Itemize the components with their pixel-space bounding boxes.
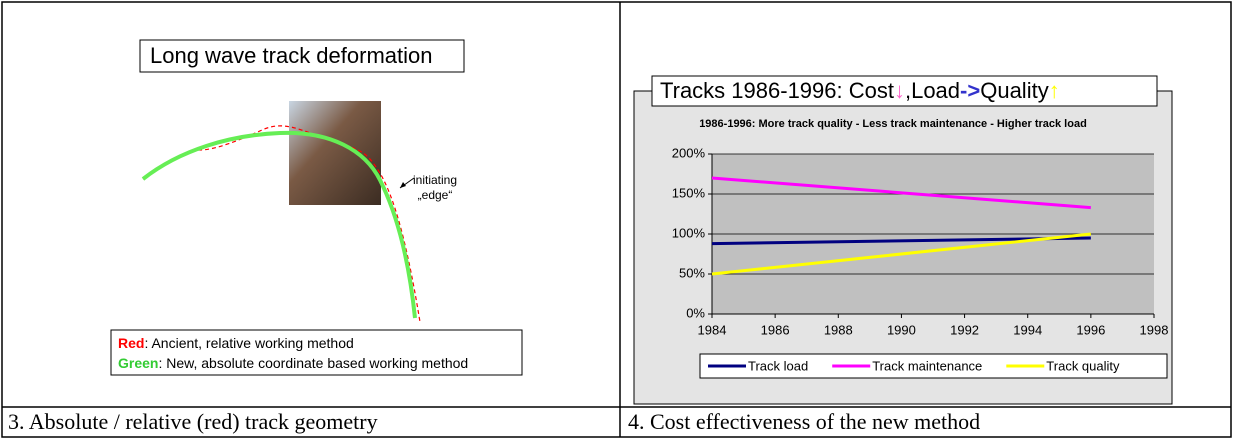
- x-tick-label: 1990: [887, 322, 916, 337]
- x-tick-label: 1996: [1076, 322, 1105, 337]
- y-tick-label: 0%: [686, 305, 705, 320]
- legend-label: Track load: [748, 358, 808, 373]
- caption: 3. Absolute / relative (red) track geome…: [8, 409, 378, 434]
- legend-entry: Green: New, absolute coordinate based wo…: [118, 355, 468, 371]
- document: 3. Absolute / relative (red) track geome…: [0, 0, 1233, 439]
- chart-title: Tracks 1986-1996: Cost↓,Load->Quality↑: [660, 78, 1060, 103]
- legend-text: : Ancient, relative working method: [144, 335, 353, 351]
- x-tick-label: 1988: [824, 322, 853, 337]
- x-tick-label: 1984: [698, 322, 727, 337]
- y-tick-label: 100%: [672, 225, 706, 240]
- title-part: ↑: [1049, 78, 1060, 103]
- annotation: initiating: [413, 173, 457, 187]
- annotation: „edge“: [418, 188, 453, 202]
- legend-text: : New, absolute coordinate based working…: [158, 355, 468, 371]
- x-tick-label: 1994: [1013, 322, 1042, 337]
- title-part: ↓: [894, 78, 905, 103]
- caption: 4. Cost effectiveness of the new method: [628, 409, 980, 434]
- y-tick-label: 150%: [672, 185, 706, 200]
- legend-label: Track quality: [1046, 358, 1120, 373]
- arrow-head: [400, 182, 406, 188]
- x-tick-label: 1986: [761, 322, 790, 337]
- x-tick-label: 1998: [1140, 322, 1169, 337]
- legend-entry: Red: Ancient, relative working method: [118, 335, 354, 351]
- title-part: Tracks 1986-1996: Cost: [660, 78, 894, 103]
- legend-label: Track maintenance: [872, 358, 982, 373]
- page: 3. Absolute / relative (red) track geome…: [0, 0, 1233, 439]
- legend: Track load Track maintenance Track quality: [708, 358, 1120, 373]
- chart-subtitle: 1986-1996: More track quality - Less tra…: [699, 118, 1087, 130]
- x-tick-label: 1992: [950, 322, 979, 337]
- title-part: Quality: [980, 78, 1048, 103]
- photo: [289, 101, 381, 205]
- legend-key: Green: [118, 355, 158, 371]
- legend-key: Red: [118, 335, 144, 351]
- title-part: ->: [960, 78, 980, 103]
- y-tick-label: 50%: [679, 265, 705, 280]
- panel-title: Long wave track deformation: [150, 43, 433, 68]
- y-tick-label: 200%: [672, 145, 706, 160]
- title-part: ,Load: [905, 78, 960, 103]
